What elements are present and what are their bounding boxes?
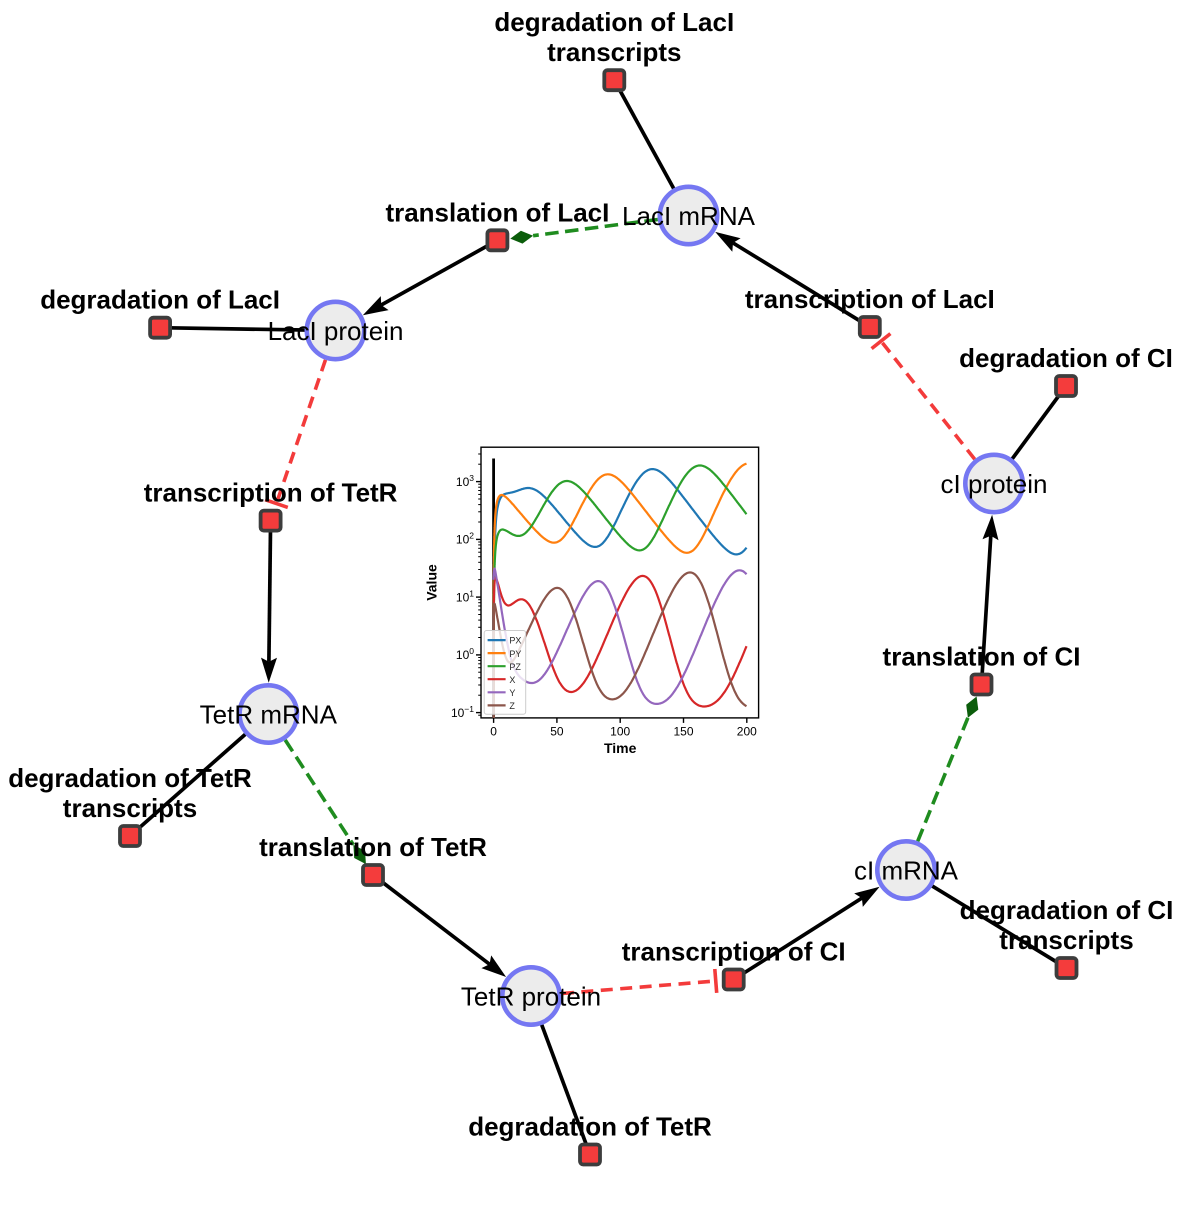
svg-text:Y: Y	[509, 688, 515, 698]
svg-text:TetR mRNA: TetR mRNA	[200, 699, 338, 729]
svg-text:transcription of TetR: transcription of TetR	[144, 478, 398, 508]
svg-text:TetR protein: TetR protein	[461, 981, 601, 1011]
svg-text:100: 100	[610, 724, 630, 738]
svg-text:transcription of LacI: transcription of LacI	[745, 284, 995, 314]
svg-text:transcripts: transcripts	[547, 37, 681, 67]
svg-text:degradation of CI: degradation of CI	[959, 343, 1173, 373]
svg-text:PX: PX	[509, 636, 521, 646]
svg-text:cI protein: cI protein	[941, 469, 1048, 499]
svg-text:translation of TetR: translation of TetR	[259, 832, 487, 862]
svg-text:LacI protein: LacI protein	[268, 316, 404, 346]
svg-text:cI mRNA: cI mRNA	[854, 855, 959, 885]
svg-text:50: 50	[550, 724, 564, 738]
svg-text:LacI mRNA: LacI mRNA	[622, 201, 756, 231]
svg-text:X: X	[509, 675, 515, 685]
svg-text:translation of CI: translation of CI	[883, 642, 1081, 672]
svg-text:transcription of CI: transcription of CI	[622, 937, 846, 967]
svg-text:200: 200	[737, 724, 757, 738]
svg-text:degradation of CI: degradation of CI	[960, 895, 1174, 925]
svg-text:degradation of LacI: degradation of LacI	[494, 7, 734, 37]
svg-text:translation of LacI: translation of LacI	[385, 197, 609, 227]
svg-text:150: 150	[673, 724, 693, 738]
svg-text:transcripts: transcripts	[999, 925, 1133, 955]
svg-text:transcripts: transcripts	[63, 793, 197, 823]
svg-text:degradation of TetR: degradation of TetR	[8, 763, 252, 793]
svg-text:0: 0	[490, 724, 497, 738]
svg-text:degradation of TetR: degradation of TetR	[468, 1112, 712, 1142]
svg-text:degradation of LacI: degradation of LacI	[40, 285, 280, 315]
svg-text:Time: Time	[604, 740, 637, 756]
svg-text:Value: Value	[424, 564, 440, 601]
svg-text:PY: PY	[509, 649, 521, 659]
svg-text:PZ: PZ	[509, 662, 521, 672]
svg-text:Z: Z	[509, 701, 515, 711]
